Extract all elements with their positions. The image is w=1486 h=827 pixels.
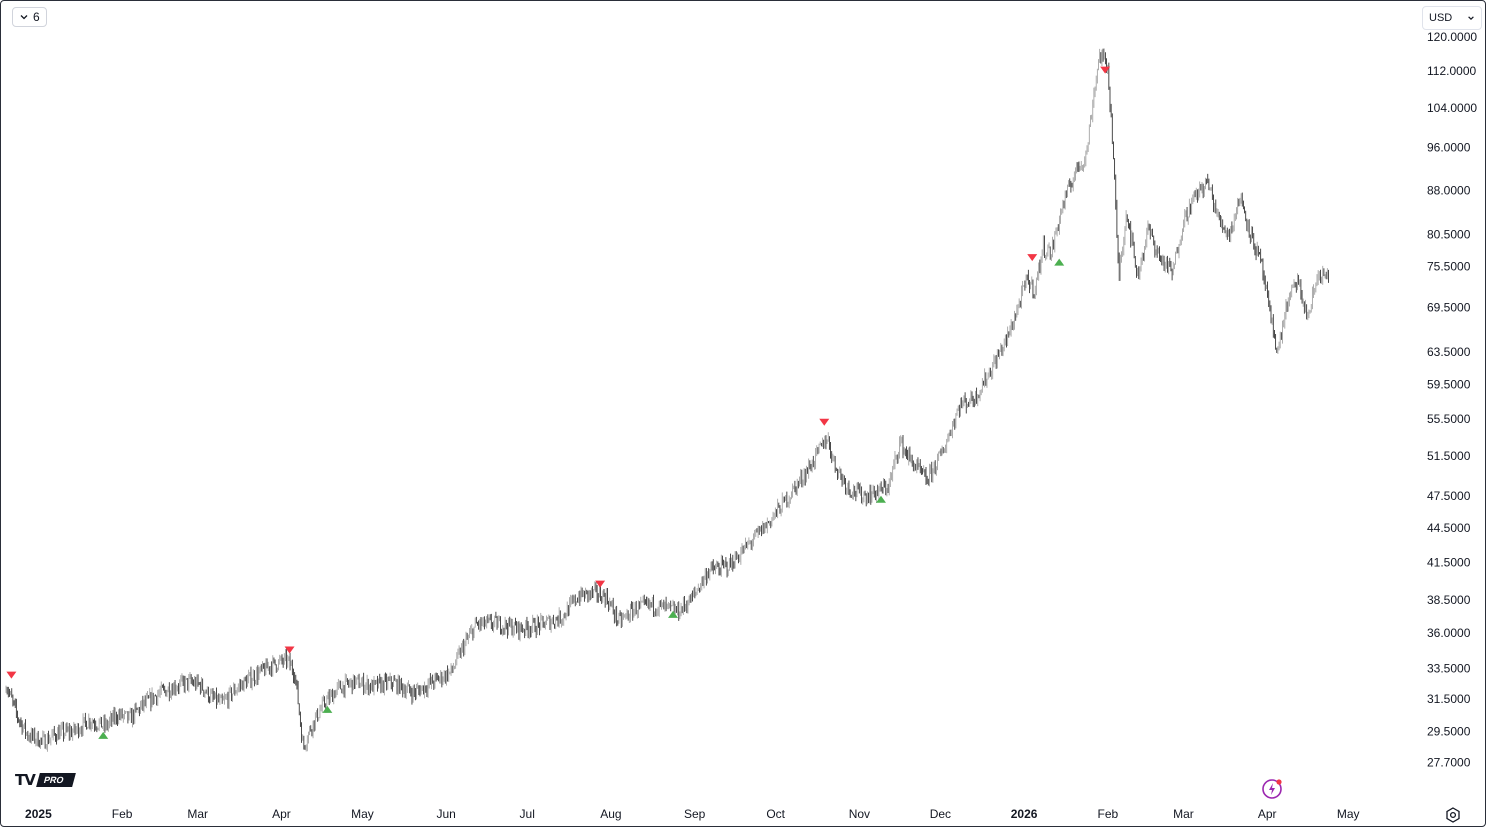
sell-signal-marker [1100,66,1111,74]
buy-signal-marker [668,610,679,618]
y-tick-label: 88.0000 [1427,184,1471,198]
flash-icon[interactable] [1261,778,1283,805]
x-tick-label: Aug [600,807,621,821]
x-tick-label: 2026 [1011,807,1038,821]
gear-icon[interactable] [1445,807,1461,826]
x-tick-label: Mar [1173,807,1194,821]
buy-signal-marker [98,731,109,739]
price-candles [5,48,1329,752]
y-tick-label: 55.5000 [1427,412,1471,426]
y-tick-label: 47.5000 [1427,489,1471,503]
y-tick-label: 33.5000 [1427,662,1471,676]
buy-signal-marker [322,705,333,713]
y-tick-label: 31.5000 [1427,692,1471,706]
y-tick-label: 41.5000 [1427,556,1471,570]
currency-select[interactable]: USD [1422,6,1482,30]
logo-pro-badge: PRO [35,773,76,787]
logo-mark: TV [15,771,36,789]
tradingview-logo[interactable]: TV PRO [15,771,76,789]
y-tick-label: 36.0000 [1427,626,1471,640]
sell-signal-marker [819,418,830,426]
time-axis[interactable]: 2025 Feb Mar Apr May Jun Jul Aug Sep Oct Nov Dec 202… [25,807,1359,821]
x-tick-label: Feb [1097,807,1118,821]
chevron-down-icon [20,15,28,20]
y-tick-label: 59.5000 [1427,377,1471,391]
interval-button[interactable]: 6 [12,7,47,27]
x-tick-label: Oct [766,807,785,821]
x-tick-label: Jun [437,807,456,821]
y-tick-label: 69.5000 [1427,300,1471,314]
y-tick-label: 63.5000 [1427,345,1471,359]
signal-markers [6,66,1111,739]
x-tick-label: Feb [112,807,133,821]
sell-signal-marker [284,646,295,654]
x-tick-label: Apr [1258,807,1277,821]
x-tick-label: May [351,807,374,821]
y-tick-label: 112.0000 [1427,64,1476,78]
currency-label: USD [1429,12,1453,24]
y-tick-label: 96.0000 [1427,141,1471,155]
y-tick-label: 44.5000 [1427,521,1471,535]
y-tick-label: 80.5000 [1427,228,1471,242]
x-tick-label: Apr [272,807,291,821]
interval-label: 6 [33,10,40,24]
x-tick-label: Nov [849,807,870,821]
x-tick-label: 2025 [25,807,52,821]
y-tick-label: 29.5000 [1427,725,1471,739]
sell-signal-marker [595,580,606,588]
x-tick-label: Dec [930,807,951,821]
x-tick-label: May [1337,807,1360,821]
y-tick-label: 27.7000 [1427,756,1471,770]
buy-signal-marker [1054,258,1065,266]
sell-signal-marker [1027,254,1038,262]
y-tick-label: 75.5000 [1427,259,1471,273]
price-axis[interactable]: 120.0000 112.0000 104.0000 96.0000 88.0000 80… [1427,30,1477,770]
chevron-down-icon [1468,16,1474,21]
y-tick-label: 120.0000 [1427,30,1477,44]
y-tick-label: 38.5000 [1427,593,1471,607]
y-tick-label: 51.5000 [1427,449,1471,463]
x-tick-label: Mar [187,807,208,821]
y-tick-label: 104.0000 [1427,101,1477,115]
x-tick-label: Sep [684,807,706,821]
x-tick-label: Jul [520,807,535,821]
buy-signal-marker [875,495,886,503]
sell-signal-marker [6,671,17,679]
